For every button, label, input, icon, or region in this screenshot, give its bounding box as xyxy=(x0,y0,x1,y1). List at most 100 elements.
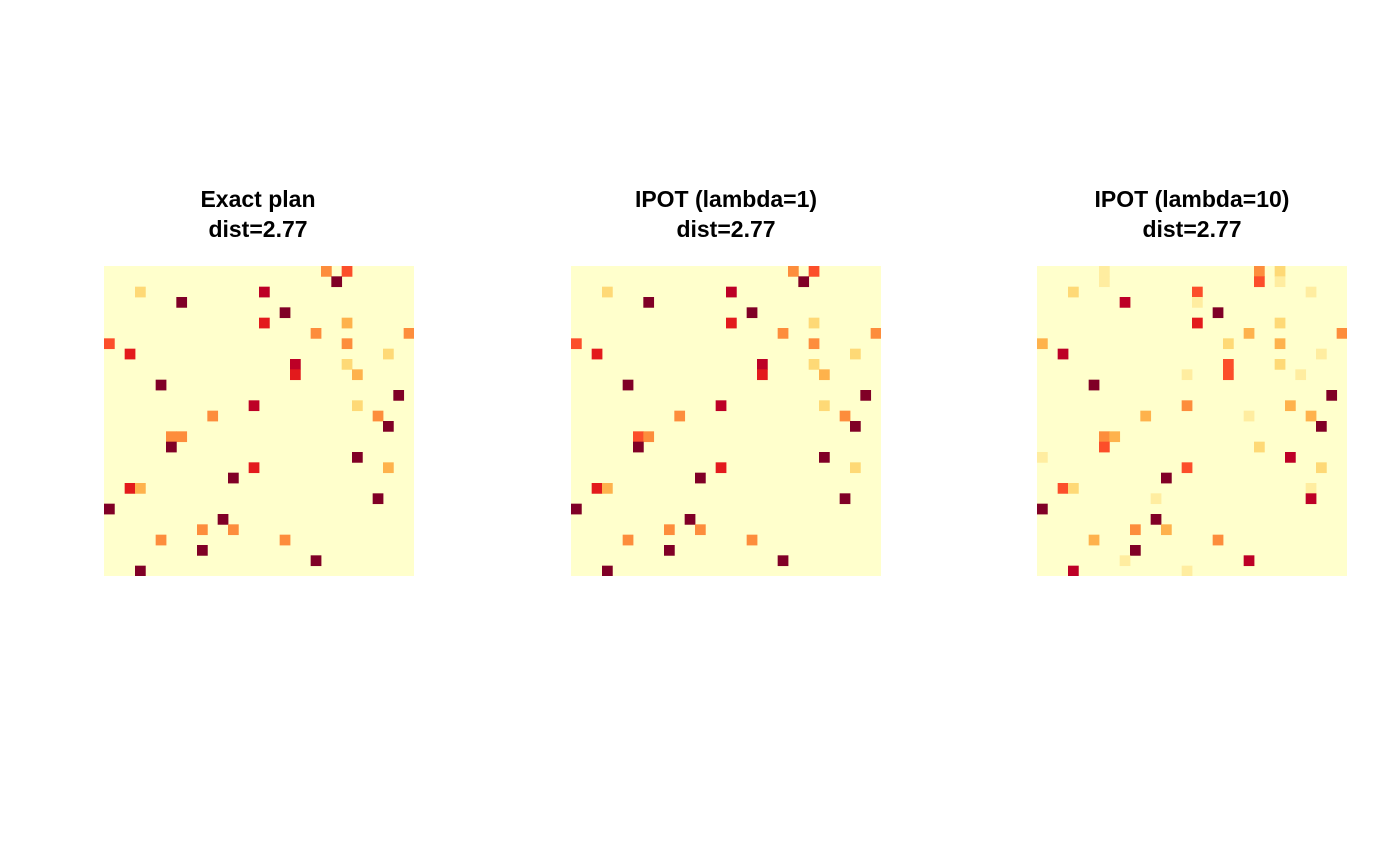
heatmap-cell xyxy=(1057,483,1069,494)
heatmap-cell xyxy=(1254,266,1265,277)
heatmap-cell xyxy=(341,359,353,370)
heatmap-cell xyxy=(1068,565,1079,576)
heatmap-cell xyxy=(341,338,353,350)
heatmap-cell xyxy=(571,338,582,350)
heatmap-ipot-lambda-10 xyxy=(1037,266,1347,576)
heatmap-cell xyxy=(1274,338,1286,350)
heatmap-cell xyxy=(176,297,188,308)
heatmap-cell xyxy=(1150,514,1162,525)
heatmap-cell xyxy=(1037,338,1048,350)
heatmap-cell xyxy=(602,483,613,494)
chart-title-line-2: dist=2.77 xyxy=(676,216,776,242)
heatmap-cell xyxy=(633,441,644,453)
heatmap-cell xyxy=(352,369,363,381)
heatmap-cell xyxy=(643,431,655,443)
heatmap-cell xyxy=(393,390,405,401)
heatmap-cell xyxy=(808,359,820,370)
heatmap-cell xyxy=(746,534,758,546)
heatmap-cell xyxy=(1274,317,1286,329)
heatmap-panel-exact: Exact plan dist=2.77 xyxy=(58,0,458,866)
heatmap-cell xyxy=(135,565,146,576)
heatmap-cell xyxy=(808,338,820,350)
heatmap-cell xyxy=(1285,452,1296,463)
heatmap-background xyxy=(571,266,881,576)
heatmap-cell xyxy=(1181,400,1193,412)
heatmap-cell xyxy=(1316,348,1327,360)
heatmap-cell xyxy=(1109,431,1121,443)
heatmap-cell xyxy=(259,317,270,329)
heatmap-cell xyxy=(1119,555,1131,567)
heatmap-cell xyxy=(279,307,291,319)
heatmap-cell xyxy=(850,421,861,432)
heatmap-cell xyxy=(819,369,830,381)
heatmap-cell xyxy=(633,431,644,443)
heatmap-cell xyxy=(1274,266,1286,277)
heatmap-cell xyxy=(341,266,353,277)
heatmap-cell xyxy=(352,452,363,463)
heatmap-cell xyxy=(1243,328,1255,339)
heatmap-cell xyxy=(1130,524,1141,536)
heatmap-cell xyxy=(860,390,872,401)
heatmap-cell xyxy=(372,493,384,505)
heatmap-cell xyxy=(197,545,208,556)
heatmap-cell xyxy=(155,379,167,391)
heatmap-cell xyxy=(1192,317,1203,329)
heatmap-cell xyxy=(372,410,384,422)
heatmap-cell xyxy=(135,483,146,494)
heatmap-cell xyxy=(674,410,686,422)
heatmap-cell xyxy=(839,493,851,505)
heatmap-cell xyxy=(1336,328,1347,339)
heatmap-cell xyxy=(1212,307,1224,319)
heatmap-cell xyxy=(1088,534,1100,546)
chart-title-line-1: IPOT (lambda=1) xyxy=(634,186,818,212)
heatmap-cell xyxy=(403,328,414,339)
heatmap-background xyxy=(104,266,414,576)
heatmap-cell xyxy=(726,286,737,298)
heatmap-cell xyxy=(290,359,301,370)
heatmap-cell xyxy=(643,297,655,308)
heatmap-cell xyxy=(1181,369,1193,381)
heatmap-cell xyxy=(124,483,136,494)
heatmap-cell xyxy=(870,328,881,339)
heatmap-cell xyxy=(1295,369,1307,381)
heatmap-background xyxy=(1037,266,1347,576)
heatmap-cell xyxy=(571,503,582,515)
heatmap-cell xyxy=(1316,462,1327,474)
heatmap-cell xyxy=(310,555,322,567)
heatmap-cell xyxy=(248,400,260,412)
heatmap-cell xyxy=(135,286,146,298)
heatmap-cell xyxy=(1161,472,1172,484)
heatmap-cell xyxy=(1068,483,1079,494)
heatmap-cell xyxy=(124,348,136,360)
chart-title-line-1: IPOT (lambda=10) xyxy=(1094,186,1290,212)
heatmap-cell xyxy=(695,524,706,536)
heatmap-cell xyxy=(684,514,696,525)
heatmap-cell xyxy=(228,524,239,536)
heatmap-cell xyxy=(1274,359,1286,370)
chart-title-line-1: Exact plan xyxy=(200,186,316,212)
heatmap-cell xyxy=(166,431,177,443)
heatmap-cell xyxy=(217,514,229,525)
heatmap-cell xyxy=(1037,503,1048,515)
heatmap-cell xyxy=(819,452,830,463)
heatmap-cell xyxy=(1088,379,1100,391)
heatmap-cell xyxy=(664,545,675,556)
heatmap-cell xyxy=(248,462,260,474)
heatmap-cell xyxy=(839,410,851,422)
heatmap-cell xyxy=(1274,276,1286,288)
heatmap-cell xyxy=(1119,297,1131,308)
heatmap-cell xyxy=(1326,390,1338,401)
heatmap-cell xyxy=(746,307,758,319)
heatmap-cell xyxy=(757,359,768,370)
heatmap-cell xyxy=(104,503,115,515)
heatmap-cell xyxy=(383,348,394,360)
heatmap-cell xyxy=(591,483,603,494)
heatmap-cell xyxy=(1223,338,1234,350)
heatmap-cell xyxy=(1099,276,1110,288)
heatmap-cell xyxy=(1192,286,1203,298)
heatmap-cell xyxy=(352,400,363,412)
heatmap-cell xyxy=(197,524,208,536)
heatmap-panel-ipot-1: IPOT (lambda=1) dist=2.77 xyxy=(526,0,926,866)
heatmap-cell xyxy=(176,431,188,443)
chart-title-line-2: dist=2.77 xyxy=(208,216,308,242)
